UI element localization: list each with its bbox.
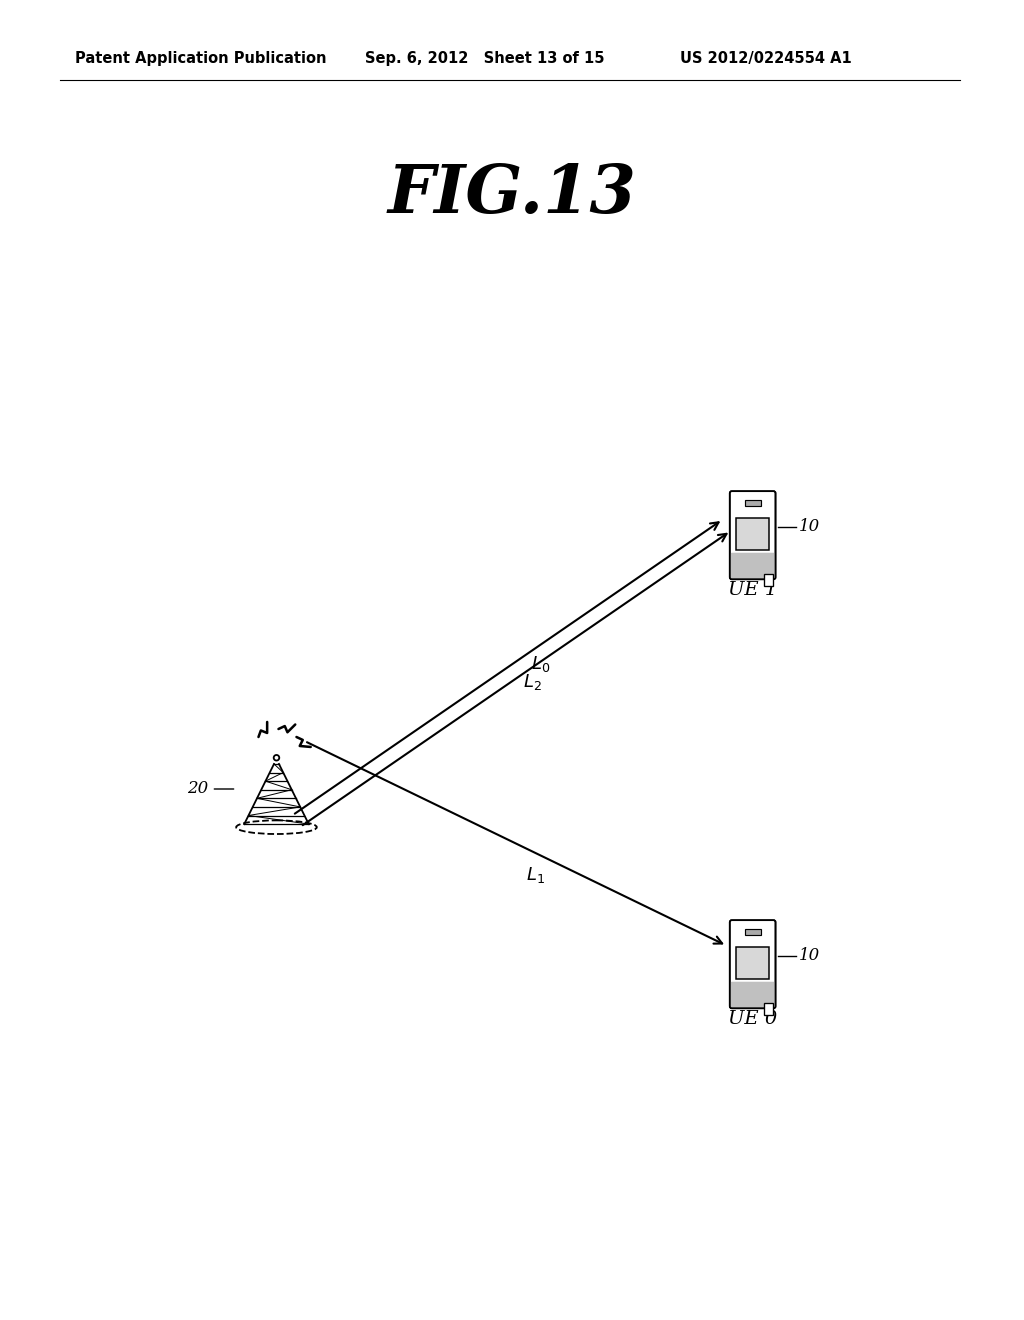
Text: UE 0: UE 0 [728,1011,777,1028]
Bar [764,574,773,586]
Text: 10: 10 [799,948,820,965]
Text: 10: 10 [799,519,820,536]
Text: $L_2$: $L_2$ [522,672,542,692]
Text: UE 1: UE 1 [728,582,777,599]
Text: 20: 20 [187,780,209,797]
Bar [764,1003,773,1015]
FancyBboxPatch shape [730,920,775,1008]
FancyBboxPatch shape [731,982,774,1007]
Bar [736,948,769,979]
FancyBboxPatch shape [731,553,774,578]
Text: US 2012/0224554 A1: US 2012/0224554 A1 [680,50,852,66]
Text: FIG.13: FIG.13 [387,162,637,227]
Text: $L_0$: $L_0$ [530,653,550,673]
Bar [736,519,769,550]
Bar [744,500,761,506]
Bar [744,929,761,935]
Text: $L_1$: $L_1$ [525,866,545,886]
Text: Sep. 6, 2012   Sheet 13 of 15: Sep. 6, 2012 Sheet 13 of 15 [365,50,604,66]
FancyBboxPatch shape [730,491,775,579]
Text: Patent Application Publication: Patent Application Publication [75,50,327,66]
